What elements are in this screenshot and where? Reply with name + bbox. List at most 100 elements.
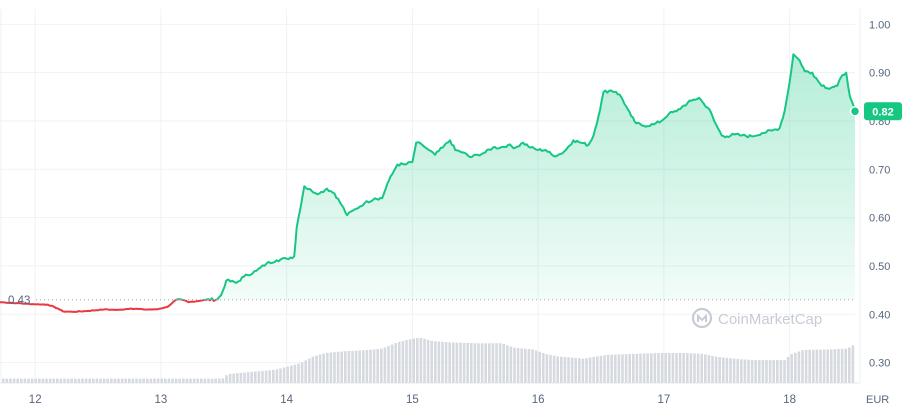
volume-bar <box>149 378 153 383</box>
volume-bar <box>207 378 210 383</box>
volume-bar <box>488 343 491 383</box>
volume-bar <box>632 353 635 383</box>
volume-bar <box>326 352 329 383</box>
volume-bar <box>394 343 397 383</box>
volume-bar <box>423 338 426 383</box>
volume-bar <box>160 378 163 383</box>
volume-bar <box>200 378 203 383</box>
volume-bar <box>275 369 279 383</box>
volume-bar <box>167 378 171 383</box>
x-tick-label: 18 <box>783 394 796 406</box>
volume-bar <box>92 378 95 383</box>
volume-bar <box>624 354 628 383</box>
volume-bar <box>5 378 9 383</box>
volume-bar <box>351 350 354 383</box>
volume-bar <box>815 349 819 383</box>
volume-bar <box>434 341 437 383</box>
volume-bar <box>178 378 181 383</box>
x-tick-label: 17 <box>657 394 670 406</box>
volume-bar <box>228 373 232 383</box>
volume-bar <box>822 349 826 383</box>
volume-bar <box>106 378 109 383</box>
volume-bar <box>124 378 127 383</box>
volume-bar <box>390 344 394 383</box>
volume-bar <box>246 372 250 383</box>
volume-bar <box>358 350 361 383</box>
volume-bar <box>779 360 783 383</box>
volume-bar <box>837 348 840 383</box>
volume-bar <box>254 371 257 383</box>
volume-bar <box>484 343 487 383</box>
volume-bar <box>290 365 293 383</box>
volume-bar <box>563 356 567 383</box>
volume-bar <box>156 378 160 383</box>
y-tick-label: 0.60 <box>869 213 890 225</box>
volume-bar <box>131 378 135 383</box>
volume-bar <box>333 352 336 383</box>
volume-bar <box>282 367 286 383</box>
volume-bar <box>772 360 775 383</box>
volume-bar <box>117 378 120 383</box>
volume-bar <box>534 350 538 383</box>
volume-bar <box>686 353 689 383</box>
x-tick-label: 13 <box>155 394 168 406</box>
volume-bar <box>398 342 401 383</box>
volume-bar <box>711 355 714 383</box>
volume-bar <box>750 359 754 383</box>
volume-bar <box>786 356 790 383</box>
volume-bar <box>171 378 174 383</box>
volume-bar <box>268 370 271 383</box>
volume-bar <box>516 348 520 383</box>
volume-bar <box>311 356 315 383</box>
volume-bar <box>574 357 577 383</box>
volume-bar <box>142 378 145 383</box>
volume-bar <box>722 357 725 383</box>
volume-bar <box>336 351 340 383</box>
volume-bar <box>2 378 5 383</box>
volume-bar <box>444 342 448 383</box>
volume-bar <box>210 378 214 383</box>
volume-bar <box>70 378 73 383</box>
volume-bar <box>725 357 729 383</box>
volume-bar <box>74 378 77 383</box>
volume-bar <box>830 349 833 383</box>
volume-bar <box>783 360 786 383</box>
volume-bar <box>596 356 599 383</box>
volume-bar <box>387 345 390 383</box>
volume-bar <box>380 348 383 383</box>
volume-bar <box>185 378 189 383</box>
volume-bar <box>329 352 333 383</box>
volume-bar <box>300 362 304 383</box>
volume-bar <box>549 354 552 383</box>
volume-bar <box>52 378 55 383</box>
volume-bar <box>304 360 307 383</box>
volume-bar <box>556 356 559 383</box>
volume-bar <box>657 353 660 383</box>
volume-bar <box>408 339 412 383</box>
volume-bar <box>570 357 574 383</box>
volume-bar <box>84 378 88 383</box>
volume-bar <box>833 349 837 383</box>
y-tick-label: 0.40 <box>869 309 890 321</box>
volume-bar <box>455 342 459 383</box>
volume-bar <box>293 364 297 383</box>
y-tick-label: 0.30 <box>869 358 890 370</box>
volume-bar <box>430 340 433 383</box>
volume-bar <box>473 343 477 383</box>
volume-bar <box>405 340 408 383</box>
volume-bar <box>747 359 750 383</box>
volume-bar <box>542 353 545 383</box>
volume-bar <box>509 346 513 383</box>
volume-bar <box>416 338 419 383</box>
volume-bar <box>599 355 603 383</box>
volume-bar <box>851 345 855 383</box>
volume-bar <box>606 354 610 383</box>
volume-bar <box>16 378 19 383</box>
volume-bar <box>758 360 761 383</box>
volume-bar <box>502 343 505 383</box>
volume-bar <box>264 370 268 383</box>
volume-bar <box>110 378 113 383</box>
volume-bar <box>826 349 829 383</box>
volume-bar <box>56 378 59 383</box>
